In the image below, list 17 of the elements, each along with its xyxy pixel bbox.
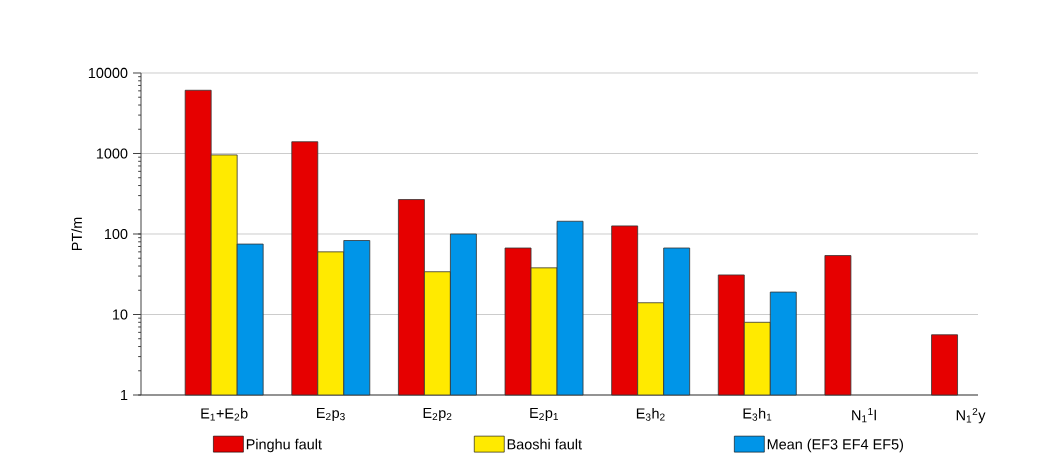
y-tick-label: 100 [104, 228, 128, 240]
legend-label: Baoshi fault [507, 438, 582, 450]
x-tick-label: E$_{2}$p$_{2}$ [423, 407, 452, 421]
y-tick-label: 1 [121, 390, 128, 400]
y-tick-label: 10 [113, 309, 128, 320]
x-tick-label: N$_{1}$$^{1}$l [852, 407, 876, 423]
x-tick-label: E$_{2}$p$_{1}$ [530, 407, 558, 421]
x-tick-label: N$_{1}$$^{2}$y [956, 407, 986, 424]
y-axis-title: PT/m [71, 217, 82, 251]
x-tick-label: E$_{3}$h$_{1}$ [743, 407, 772, 421]
legend-label: Pinghu fault [246, 438, 322, 453]
legend-label: Mean (EF3 EF4 EF5) [767, 438, 904, 453]
y-tick-label: 10000 [88, 67, 128, 79]
x-tick-label: E$_{1}$+E$_{2}$b [201, 407, 248, 421]
y-tick-label: 1000 [96, 148, 128, 159]
x-tick-label: E$_{2}$p$_{3}$ [317, 407, 345, 421]
x-tick-label: E$_{3}$h$_{2}$ [636, 407, 665, 421]
